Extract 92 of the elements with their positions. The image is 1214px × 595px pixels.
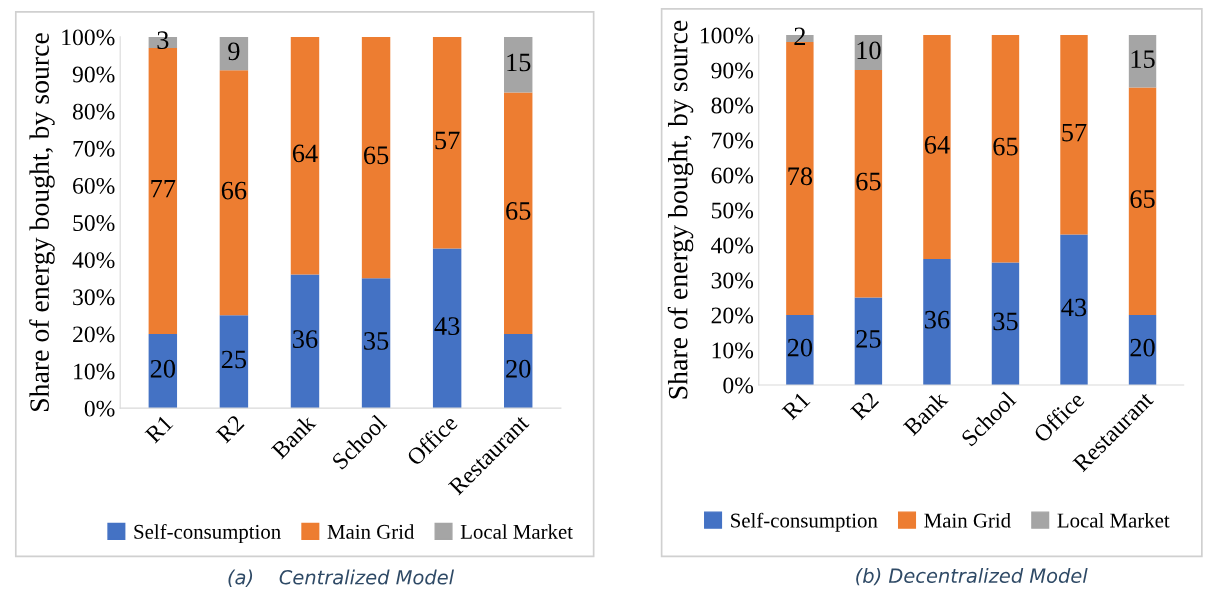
y-tick-label: 60% [711, 167, 754, 184]
y-tick-label: 90% [711, 62, 754, 79]
data-label: 65 [993, 137, 1018, 156]
legend-label: Main Grid [327, 524, 415, 539]
data-label: 10 [857, 41, 881, 60]
y-tick-label: 50% [711, 202, 754, 219]
y-tick-label: 40% [72, 252, 115, 269]
data-label: 20 [506, 359, 531, 378]
bar [361, 36, 391, 279]
data-label: 20 [787, 338, 813, 357]
bar [923, 35, 951, 260]
data-label: 77 [151, 180, 176, 198]
data-label: 9 [228, 42, 240, 61]
data-label: 65 [506, 202, 531, 220]
legend-label: Self-consumption [134, 523, 281, 544]
data-label: 36 [293, 330, 318, 348]
data-label: 43 [1061, 298, 1087, 317]
bar [991, 35, 1020, 263]
y-tick-label: 50% [73, 215, 115, 232]
data-label: 35 [993, 312, 1018, 331]
bar [504, 36, 533, 93]
bar [148, 48, 178, 334]
bar [361, 278, 391, 409]
data-label: 15 [1131, 50, 1155, 68]
data-label: 64 [924, 135, 950, 154]
y-axis-title: Share of energy bought, by source [29, 33, 55, 411]
bar [504, 92, 533, 334]
y-tick-label: 10% [74, 363, 115, 380]
y-tick-label: 90% [72, 66, 115, 83]
bar [504, 333, 533, 409]
y-tick-label: 80% [72, 103, 115, 120]
bar [432, 36, 462, 249]
bar [1060, 234, 1088, 385]
text: (b) Decentralized Model [856, 567, 1088, 586]
data-label: 20 [1130, 338, 1155, 357]
bar [219, 36, 249, 71]
x-tick-label: R2 [215, 414, 245, 444]
bar [923, 259, 951, 385]
legend-label: Local Market [1057, 512, 1170, 528]
bar [786, 314, 814, 385]
y-tick-label: 0% [84, 400, 115, 417]
data-label: 3 [157, 31, 169, 50]
y-tick-label: 100% [62, 29, 115, 46]
data-label: 36 [925, 310, 950, 329]
y-tick-label: 80% [711, 97, 754, 114]
x-tick-label: R1 [781, 391, 811, 421]
data-label: 2 [794, 27, 806, 45]
y-tick-label: 20% [711, 307, 754, 324]
data-label: 43 [434, 317, 460, 335]
y-tick-label: 0% [723, 377, 754, 394]
bar [1128, 87, 1157, 315]
y-tick-label: 30% [73, 289, 115, 306]
y-tick-label: 10% [712, 342, 754, 359]
bar [991, 262, 1020, 385]
data-label: 66 [221, 181, 247, 200]
legend-label: Self-consumption [731, 512, 878, 532]
y-tick-label: 60% [73, 177, 115, 194]
bar [1128, 314, 1157, 385]
data-label: 78 [788, 167, 813, 186]
bar [219, 315, 249, 409]
text: (a) Centralized Model [228, 569, 454, 587]
bar [219, 70, 249, 316]
y-tick-label: 30% [711, 272, 754, 289]
x-tick-label: R2 [849, 391, 880, 421]
data-label: 65 [1130, 190, 1155, 208]
y-tick-label: 70% [73, 140, 115, 157]
bar [432, 248, 462, 409]
data-label: 65 [856, 172, 881, 191]
bar [1060, 35, 1088, 235]
data-label: 25 [856, 330, 881, 348]
bar [1128, 35, 1157, 88]
data-label: 65 [364, 146, 389, 165]
y-tick-label: 100% [700, 27, 754, 44]
y-tick-label: 40% [711, 237, 754, 254]
x-tick-label: R1 [144, 414, 174, 444]
data-label: 57 [435, 131, 460, 150]
data-label: 35 [364, 332, 389, 350]
data-label: 25 [221, 350, 247, 369]
y-axis-title: Share of energy bought, by source [667, 20, 694, 399]
legend-label: Local Market [460, 524, 573, 539]
bar [290, 274, 320, 409]
data-label: 15 [507, 53, 531, 72]
data-label: 64 [292, 144, 318, 163]
bar [290, 36, 320, 275]
bar [854, 70, 883, 298]
data-label: 20 [150, 359, 176, 378]
bar [148, 333, 178, 409]
y-tick-label: 70% [712, 132, 754, 149]
bar [854, 297, 883, 385]
y-tick-label: 20% [73, 326, 115, 343]
data-label: 57 [1062, 123, 1087, 142]
legend-label: Main Grid [924, 512, 1011, 528]
